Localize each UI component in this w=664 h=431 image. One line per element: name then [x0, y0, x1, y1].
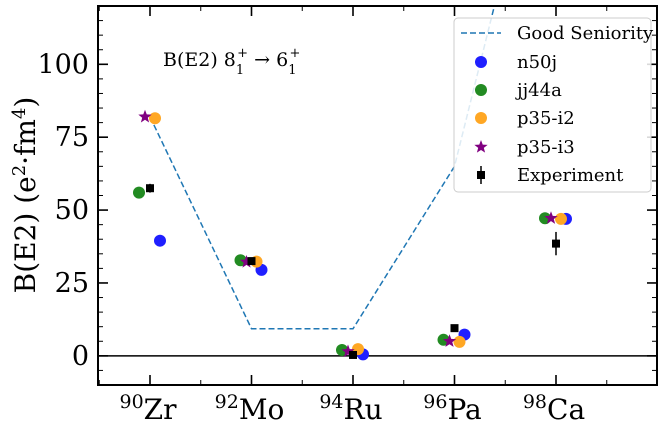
y-tick-label: 50: [55, 195, 89, 226]
chart-legend: Good Seniority n50j jj44a p35-i2 p35-i3 …: [453, 17, 654, 193]
point-n50j: [154, 234, 166, 247]
legend-label-jj44a: jj44a: [515, 80, 562, 101]
legend-label-p35-i2: p35-i2: [517, 108, 575, 129]
point-p35-i2: [453, 335, 466, 348]
point-jj44a: [437, 333, 450, 346]
point-p35-i2: [149, 112, 161, 125]
x-category-label: 94Ru: [319, 391, 382, 426]
y-tick-labels: 0 25 50 75 100: [37, 49, 89, 372]
legend-label-experiment: Experiment: [517, 165, 624, 186]
x-category-labels: 90Zr 92Mo 94Ru 96Pa 98Ca: [119, 391, 585, 426]
point-p35-i3: [544, 211, 558, 224]
point-experiment: [349, 350, 357, 359]
point-jj44a: [336, 344, 348, 357]
legend-label-n50j: n50j: [517, 52, 557, 73]
point-experiment: [450, 324, 459, 333]
y-tick-label: 25: [55, 268, 89, 299]
point-experiment: [247, 257, 256, 266]
x-category-label: 98Ca: [523, 391, 585, 426]
transition-annotation: B(E2) 81+ → 61+: [163, 46, 300, 78]
legend-label-good-seniority: Good Seniority: [517, 23, 654, 44]
point-p35-i3: [341, 344, 355, 358]
y-tick-label: 75: [55, 122, 89, 153]
point-p35-i2: [555, 212, 567, 225]
y-tick-label: 0: [72, 341, 89, 372]
plot-frame: [97, 5, 658, 386]
point-experiment: [552, 239, 560, 248]
y-tick-label: 100: [37, 49, 89, 80]
point-p35-i3: [138, 109, 152, 123]
x-category-label: 90Zr: [119, 391, 177, 426]
legend-box: [453, 17, 652, 193]
legend-swatch-p35-i3: [474, 140, 488, 153]
data-points: [133, 109, 572, 361]
legend-swatch-experiment: [477, 171, 485, 179]
x-category-label: 96Pa: [423, 391, 481, 426]
legend-label-p35-i3: p35-i3: [517, 137, 575, 158]
legend-swatch-jj44a: [475, 84, 487, 96]
legend-swatch-p35-i2: [475, 112, 487, 124]
legend-swatch-n50j: [475, 56, 487, 68]
point-p35-i3: [442, 334, 457, 347]
y-axis-label: B(E2) (e2·fm4): [9, 97, 43, 294]
point-jj44a: [133, 186, 145, 199]
point-p35-i3: [239, 254, 254, 268]
point-experiment: [146, 184, 154, 193]
x-category-label: 92Mo: [215, 391, 285, 426]
